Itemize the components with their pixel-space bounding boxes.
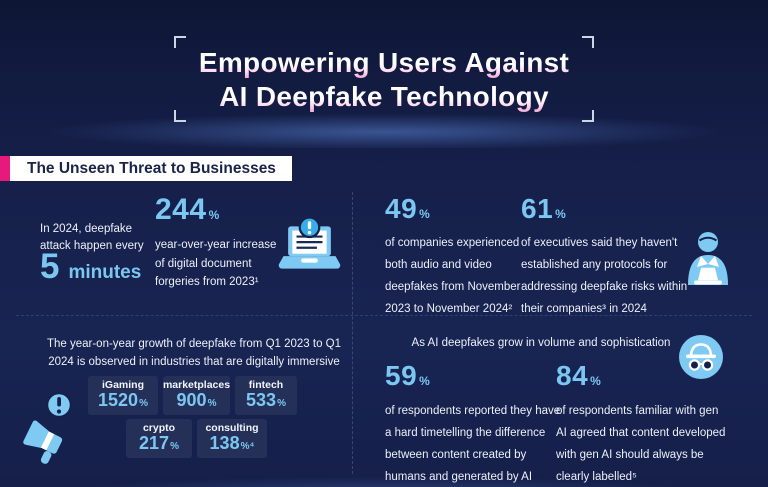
- page-title-line2: AI Deepfake Technology: [0, 80, 768, 114]
- executives-description: of executives said they haven't establis…: [521, 237, 688, 315]
- industry-value: 217%: [139, 433, 179, 453]
- hardtime-value: 59: [385, 360, 418, 391]
- frequency-unit: minutes: [68, 262, 142, 283]
- labelling-agreement-stat: 84 % of respondents familiar with gen AI…: [556, 362, 725, 487]
- industry-label: consulting: [205, 422, 259, 434]
- labelling-percent-sign: %: [590, 374, 601, 388]
- laptop-warning-icon: [278, 217, 341, 269]
- labelling-description: of respondents familiar with gen AI agre…: [556, 405, 726, 483]
- industry-value: 1520%: [98, 390, 148, 410]
- hardtime-description: of respondents reported they have a hard…: [385, 405, 561, 483]
- companies-number: 49 %: [385, 195, 521, 228]
- hardtime-percent-sign: %: [419, 374, 430, 388]
- megaphone-alert-icon: [23, 391, 73, 464]
- companies-deepfake-stat: 49 % of companies experienced both audio…: [385, 195, 521, 320]
- bracket-top-left-icon: [174, 36, 186, 48]
- incognito-icon: [679, 335, 723, 379]
- companies-value: 49: [385, 193, 418, 224]
- labelling-number: 84 %: [556, 362, 725, 395]
- industry-box-marketplaces: marketplaces 900%: [163, 376, 230, 415]
- hard-time-telling-stat: 59 % of respondents reported they have a…: [385, 362, 560, 487]
- executives-protocols-stat: 61 % of executives said they haven't est…: [521, 195, 687, 320]
- title-frame-brackets: [174, 36, 594, 122]
- industry-label: iGaming: [101, 379, 144, 391]
- labelling-value: 84: [556, 360, 589, 391]
- industry-label: crypto: [142, 422, 176, 434]
- industry-box-igaming: iGaming 1520%: [88, 376, 158, 415]
- executives-value: 61: [521, 193, 554, 224]
- dashed-divider-vertical: [352, 192, 353, 474]
- industry-value: 533%: [246, 390, 286, 410]
- executives-number: 61 %: [521, 195, 687, 228]
- bracket-bottom-right-icon: [582, 110, 594, 122]
- industry-value: 900%: [176, 390, 217, 410]
- section-accent-bar: [0, 156, 10, 181]
- industry-box-consulting: consulting 138 %⁴: [197, 419, 267, 458]
- forgeries-stat: 244 % year-over-year increase of digital…: [155, 193, 277, 292]
- ai-sophistication-intro: As AI deepfakes grow in volume and sophi…: [411, 337, 671, 349]
- executives-percent-sign: %: [555, 207, 566, 221]
- industry-box-crypto: crypto 217%: [126, 419, 192, 458]
- industry-growth-intro: The year-on-year growth of deepfake from…: [46, 338, 342, 368]
- deepfake-frequency-stat: 5 minutes: [40, 247, 142, 286]
- companies-percent-sign: %: [419, 207, 430, 221]
- forgeries-percent-sign: %: [208, 208, 220, 222]
- section-title: The Unseen Threat to Businesses: [10, 156, 292, 181]
- forgeries-number: 244 %: [155, 193, 276, 229]
- section-header: The Unseen Threat to Businesses: [0, 156, 292, 181]
- forgeries-value: 244: [155, 193, 207, 226]
- industry-box-fintech: fintech 533%: [235, 376, 297, 415]
- industry-value: 138 %⁴: [209, 433, 255, 453]
- industry-label: fintech: [248, 379, 284, 391]
- hardtime-number: 59 %: [385, 362, 560, 395]
- bracket-bottom-left-icon: [174, 110, 186, 122]
- deepfake-frequency-intro: In 2024, deepfake attack happen every: [40, 223, 144, 252]
- page-title: Empowering Users Against AI Deepfake Tec…: [0, 46, 768, 114]
- industry-label: marketplaces: [162, 379, 231, 391]
- frequency-value: 5: [40, 247, 60, 286]
- person-at-laptop-icon: [688, 232, 728, 285]
- companies-description: of companies experienced both audio and …: [385, 237, 521, 315]
- page-title-line1: Empowering Users Against: [0, 46, 768, 80]
- dashed-divider-horizontal: [16, 315, 752, 316]
- forgeries-description: year-over-year increase of digital docum…: [155, 239, 277, 288]
- bracket-top-right-icon: [582, 36, 594, 48]
